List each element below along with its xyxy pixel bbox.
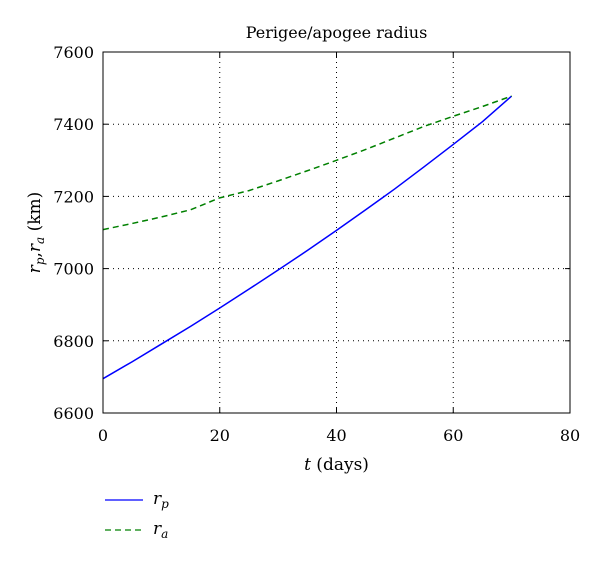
x-tick-label: 60 bbox=[443, 426, 463, 445]
series-line-ra bbox=[102, 95, 512, 231]
y-axis-var2: r bbox=[25, 243, 45, 252]
y-tick-labels: 6600 6800 7000 7200 7400 7600 bbox=[53, 43, 94, 423]
legend-sub-ra: a bbox=[161, 527, 168, 541]
x-axis-unit: (days) bbox=[311, 455, 369, 475]
legend: rp ra bbox=[105, 489, 169, 541]
grid bbox=[103, 52, 570, 413]
x-tick-label: 40 bbox=[326, 426, 346, 445]
y-tick-label: 7600 bbox=[53, 43, 94, 62]
y-tick-label: 6800 bbox=[53, 332, 94, 351]
x-axis-label: t (days) bbox=[304, 455, 369, 475]
y-axis-label: rp,ra (km) bbox=[25, 192, 47, 274]
y-tick-label: 7000 bbox=[53, 260, 94, 279]
legend-label-ra: ra bbox=[153, 519, 168, 541]
chart-title: Perigee/apogee radius bbox=[246, 23, 428, 42]
series-layer bbox=[102, 95, 513, 380]
y-axis-var1: r bbox=[25, 264, 45, 273]
y-axis-sub1: p bbox=[33, 257, 47, 265]
legend-label-rp: rp bbox=[153, 489, 169, 511]
y-tick-label: 6600 bbox=[53, 404, 94, 423]
legend-sub-rp: p bbox=[161, 497, 169, 511]
y-tick-label: 7400 bbox=[53, 115, 94, 134]
x-tick-label: 80 bbox=[560, 426, 580, 445]
tick-marks bbox=[102, 51, 571, 414]
y-axis-sep: , bbox=[25, 252, 45, 257]
y-axis-sub2: a bbox=[33, 237, 47, 244]
x-tick-labels: 0 20 40 60 80 bbox=[98, 426, 580, 445]
x-tick-label: 20 bbox=[210, 426, 230, 445]
x-axis-var: t bbox=[304, 455, 311, 475]
y-axis-unit: (km) bbox=[25, 192, 45, 237]
legend-var-rp: r bbox=[153, 489, 162, 509]
x-tick-label: 0 bbox=[98, 426, 108, 445]
y-tick-label: 7200 bbox=[53, 187, 94, 206]
series-line-rp bbox=[102, 95, 513, 380]
legend-var-ra: r bbox=[153, 519, 162, 539]
